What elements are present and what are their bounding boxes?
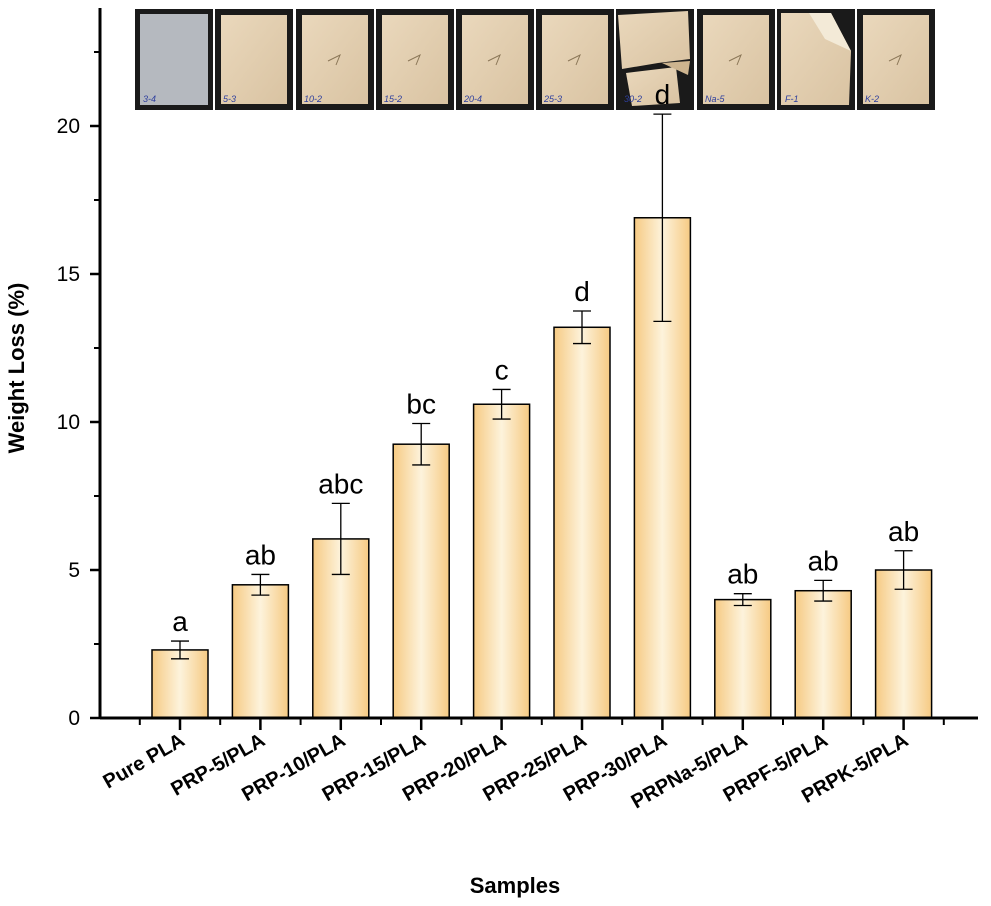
sample-photo: 25-3 (536, 9, 614, 110)
error-bar (492, 388, 511, 420)
error-bar (814, 579, 833, 602)
sample-photo: 5-3 (215, 9, 293, 110)
y-tick-label: 0 (68, 707, 80, 730)
sample-photo: 20-4 (456, 9, 534, 110)
x-axis-title: Samples (470, 873, 561, 898)
x-axis-ticks: Pure PLAPRP-5/PLAPRP-10/PLAPRP-15/PLAPRP… (100, 718, 945, 813)
sample-photo: 15-2 (376, 9, 454, 110)
bar (392, 443, 450, 719)
sample-photo-strip: 3-4 5-3 10-2 15-2 20-4 25-3 30-2 Na-5 F-1 K-2 (135, 9, 935, 110)
photo-handwritten-label: K-2 (865, 94, 879, 104)
significance-letter: abc (318, 468, 363, 499)
bar (553, 326, 611, 719)
sample-photo: F-1 (777, 9, 855, 110)
y-tick-label: 5 (68, 559, 80, 582)
y-axis-ticks: 0 5 10 15 20 (57, 51, 100, 730)
sample-photo: Na-5 (697, 9, 775, 110)
significance-letter: bc (406, 388, 436, 419)
bar (714, 598, 772, 719)
bar (231, 584, 290, 719)
photo-handwritten-label: F-1 (785, 94, 799, 104)
significance-letter: ab (888, 516, 919, 547)
bar (151, 649, 209, 719)
sample-photo: 3-4 (135, 9, 213, 110)
bar (472, 403, 531, 719)
error-bar (331, 502, 350, 576)
significance-letter: c (495, 354, 509, 385)
error-bar (412, 422, 431, 466)
bar-series: a ab abc bc c d d ab ab ab (151, 79, 933, 719)
photo-handwritten-label: 30-2 (624, 94, 642, 104)
photo-handwritten-label: 5-3 (223, 94, 236, 104)
significance-letter: d (655, 79, 671, 110)
error-bar (171, 640, 189, 660)
sample-photo: 10-2 (296, 9, 374, 110)
photo-handwritten-label: 3-4 (143, 94, 156, 104)
error-bar (653, 113, 672, 323)
sample-photo: K-2 (857, 9, 935, 110)
y-tick-label: 10 (57, 411, 80, 434)
significance-letter: ab (808, 545, 839, 576)
error-bar (573, 310, 591, 345)
error-bar (251, 573, 270, 596)
photo-handwritten-label: 25-3 (543, 94, 562, 104)
photo-handwritten-label: 10-2 (304, 94, 322, 104)
bar (874, 569, 933, 719)
significance-letter: ab (245, 539, 276, 570)
significance-letter: a (172, 606, 188, 637)
significance-letter: ab (727, 559, 758, 590)
y-tick-label: 15 (57, 263, 80, 286)
error-bar (733, 593, 752, 607)
y-tick-label: 20 (57, 115, 80, 138)
significance-letter: d (574, 276, 590, 307)
photo-handwritten-label: 20-4 (463, 94, 482, 104)
sample-photo: 30-2 (616, 9, 694, 110)
y-axis-title: Weight Loss (%) (4, 283, 29, 454)
photo-handwritten-label: 15-2 (384, 94, 402, 104)
bar (794, 589, 852, 719)
photo-handwritten-label: Na-5 (705, 94, 726, 104)
error-bar (894, 550, 913, 590)
